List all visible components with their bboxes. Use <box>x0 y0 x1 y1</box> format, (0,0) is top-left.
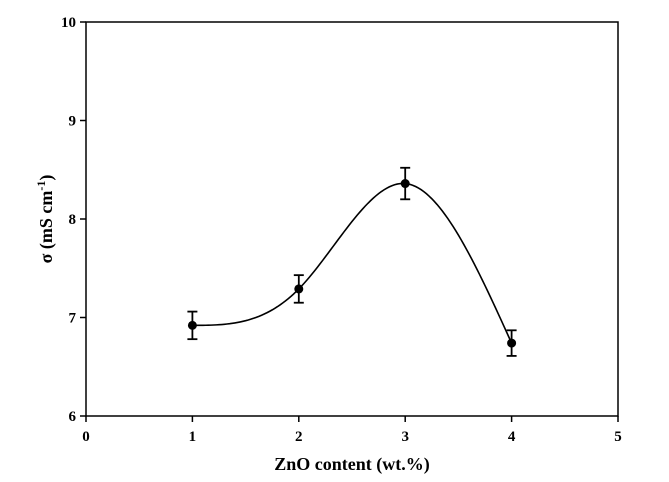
data-points <box>187 179 517 348</box>
data-point <box>507 338 517 348</box>
x-axis-title: ZnO content (wt.%) <box>274 454 430 475</box>
error-bars <box>187 166 517 357</box>
x-tick-label: 2 <box>295 429 303 445</box>
y-tick-label: 9 <box>69 114 77 130</box>
y-tick-label: 10 <box>61 15 76 31</box>
y-axis-title-close: ) <box>36 175 57 181</box>
x-tick-label: 0 <box>82 429 90 445</box>
y-axis-title: σ (mS cm-1) <box>34 175 57 264</box>
data-point <box>400 179 410 189</box>
x-tick-label: 3 <box>401 429 409 445</box>
y-axis: 6 7 8 9 10 <box>61 15 86 425</box>
plot-frame <box>85 21 619 417</box>
x-tick-label: 4 <box>508 429 516 445</box>
y-axis-title-main: σ (mS cm <box>36 191 57 264</box>
x-tick-label: 1 <box>189 429 197 445</box>
y-tick-label: 6 <box>69 409 77 425</box>
x-tick-label: 5 <box>614 429 622 445</box>
fit-curve <box>192 182 513 344</box>
y-tick-label: 7 <box>69 311 77 327</box>
data-point <box>294 284 304 294</box>
data-point <box>187 320 197 330</box>
y-tick-label: 8 <box>69 212 77 228</box>
y-axis-title-superscript: -1 <box>34 181 48 191</box>
x-axis: 0 1 2 3 4 5 <box>82 416 622 445</box>
